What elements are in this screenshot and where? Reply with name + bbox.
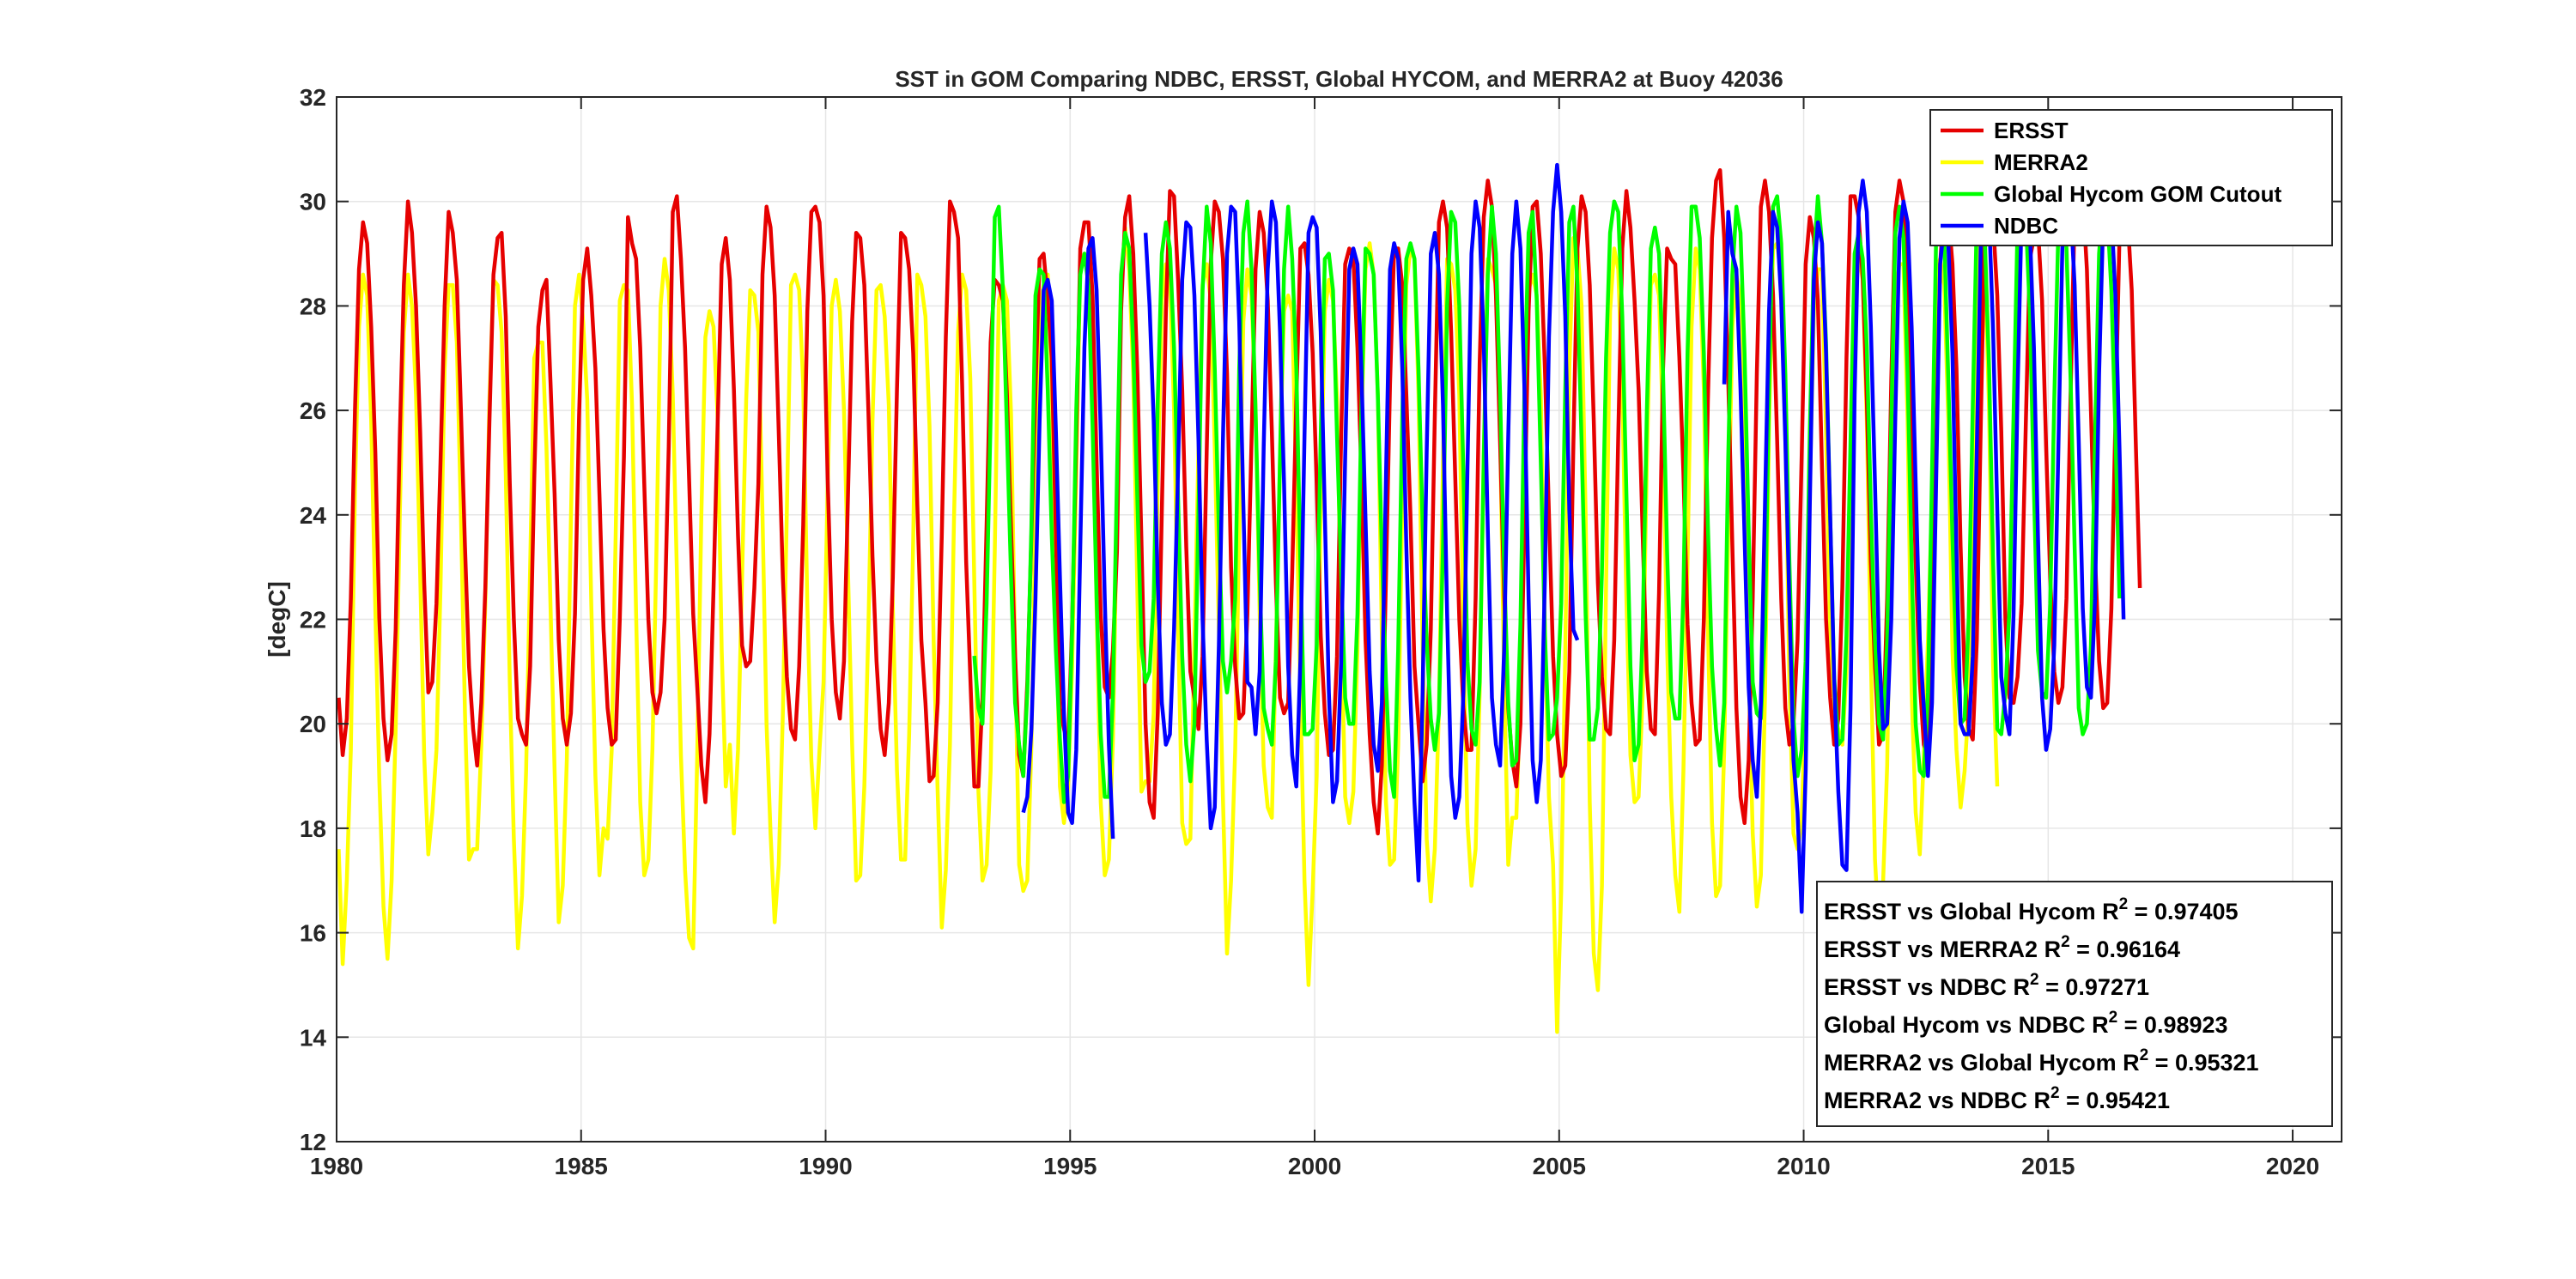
series-line-ndbc xyxy=(1722,179,2126,914)
stats-box xyxy=(1816,881,2333,1127)
y-tick-label: 14 xyxy=(300,1024,327,1051)
r-squared-annotation: Global Hycom vs NDBC R2 = 0.98923 xyxy=(1824,1009,2228,1038)
r-squared-annotation: MERRA2 vs Global Hycom R2 = 0.95321 xyxy=(1824,1046,2259,1076)
x-tick-label: 2010 xyxy=(1777,1153,1830,1179)
series-line-ersst xyxy=(337,167,2142,836)
y-tick-label: 30 xyxy=(300,189,326,215)
x-tick-label: 2005 xyxy=(1533,1153,1586,1179)
legend: ERSST MERRA2 Global Hycom GOM Cutout NDBC xyxy=(1929,109,2333,246)
x-tick-label: 1990 xyxy=(799,1153,852,1179)
legend-label-ndbc: NDBC xyxy=(1994,213,2058,239)
x-tick-label: 2000 xyxy=(1288,1153,1341,1179)
y-tick-label: 12 xyxy=(300,1129,326,1155)
r-squared-annotation: ERSST vs NDBC R2 = 0.97271 xyxy=(1824,971,2149,1000)
y-tick-label: 24 xyxy=(300,502,327,529)
series-line-hycom xyxy=(972,189,2122,804)
y-tick-label: 28 xyxy=(300,293,326,319)
y-tick-label: 32 xyxy=(300,84,326,111)
axis-ticks: 1980 1985 1990 1995 2000 2005 2010 2015 2020 12 14… xyxy=(300,84,2342,1179)
series-line-ndbc xyxy=(1143,162,1580,883)
y-tick-label: 18 xyxy=(300,815,326,842)
series-layer xyxy=(337,162,2142,1034)
chart-title: SST in GOM Comparing NDBC, ERSST, Global… xyxy=(895,66,1783,92)
r-squared-annotation: MERRA2 vs NDBC R2 = 0.95421 xyxy=(1824,1084,2170,1113)
y-tick-label: 26 xyxy=(300,397,326,424)
y-axis-label: [degC] xyxy=(264,581,290,658)
x-tick-label: 2020 xyxy=(2266,1153,2319,1179)
x-tick-label: 1985 xyxy=(555,1153,608,1179)
y-tick-label: 20 xyxy=(300,711,326,737)
y-tick-label: 22 xyxy=(300,607,326,633)
legend-label-hycom: Global Hycom GOM Cutout xyxy=(1994,181,2281,207)
series-line-ndbc xyxy=(1021,236,1115,840)
r-squared-annotation: ERSST vs Global Hycom R2 = 0.97405 xyxy=(1824,895,2239,924)
y-tick-label: 16 xyxy=(300,920,326,947)
x-tick-label: 1995 xyxy=(1043,1153,1097,1179)
legend-label-merra2: MERRA2 xyxy=(1994,149,2088,175)
r-squared-annotation: ERSST vs MERRA2 R2 = 0.96164 xyxy=(1824,933,2180,962)
x-tick-label: 1980 xyxy=(310,1153,363,1179)
legend-box xyxy=(1929,109,2333,246)
x-tick-label: 2015 xyxy=(2021,1153,2075,1179)
r-squared-stats-box: ERSST vs Global Hycom R2 = 0.97405 ERSST … xyxy=(1816,881,2333,1127)
legend-label-ersst: ERSST xyxy=(1994,118,2069,143)
